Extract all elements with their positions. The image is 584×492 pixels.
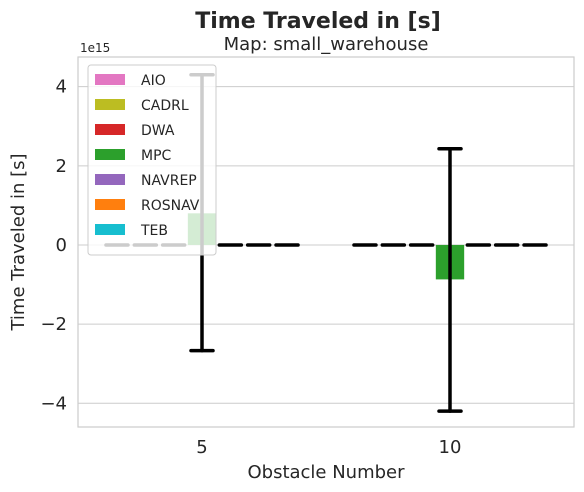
- y-tick-label: 0: [56, 235, 67, 256]
- legend-swatch: [95, 99, 125, 110]
- legend-label: NAVREP: [141, 173, 197, 189]
- y-tick-label: −4: [40, 393, 67, 414]
- legend-swatch: [95, 174, 125, 185]
- legend-label: MPC: [141, 148, 172, 164]
- legend: AIO CADRL DWA MPC NAVREP ROSNAV TEB: [88, 65, 216, 255]
- y-tick-label: 2: [56, 156, 67, 177]
- x-axis-label: Obstacle Number: [247, 462, 405, 483]
- legend-label: CADRL: [141, 98, 189, 114]
- legend-swatch: [95, 74, 125, 85]
- chart-subtitle: Map: small_warehouse: [224, 34, 429, 55]
- legend-swatch: [95, 124, 125, 135]
- legend-swatch: [95, 199, 125, 210]
- y-offset-label: 1e15: [80, 41, 110, 55]
- legend-swatch: [95, 224, 125, 235]
- x-tick-label: 5: [196, 437, 207, 458]
- y-tick-label: −2: [40, 314, 67, 335]
- y-axis-label: Time Traveled in [s]: [8, 153, 29, 331]
- legend-swatch: [95, 149, 125, 160]
- x-tick-label: 10: [439, 437, 462, 458]
- legend-label: TEB: [140, 223, 168, 239]
- legend-label: ROSNAV: [141, 198, 200, 214]
- chart-title: Time Traveled in [s]: [195, 9, 441, 34]
- y-tick-label: 4: [56, 77, 67, 98]
- legend-label: DWA: [141, 123, 175, 139]
- legend-label: AIO: [141, 73, 166, 89]
